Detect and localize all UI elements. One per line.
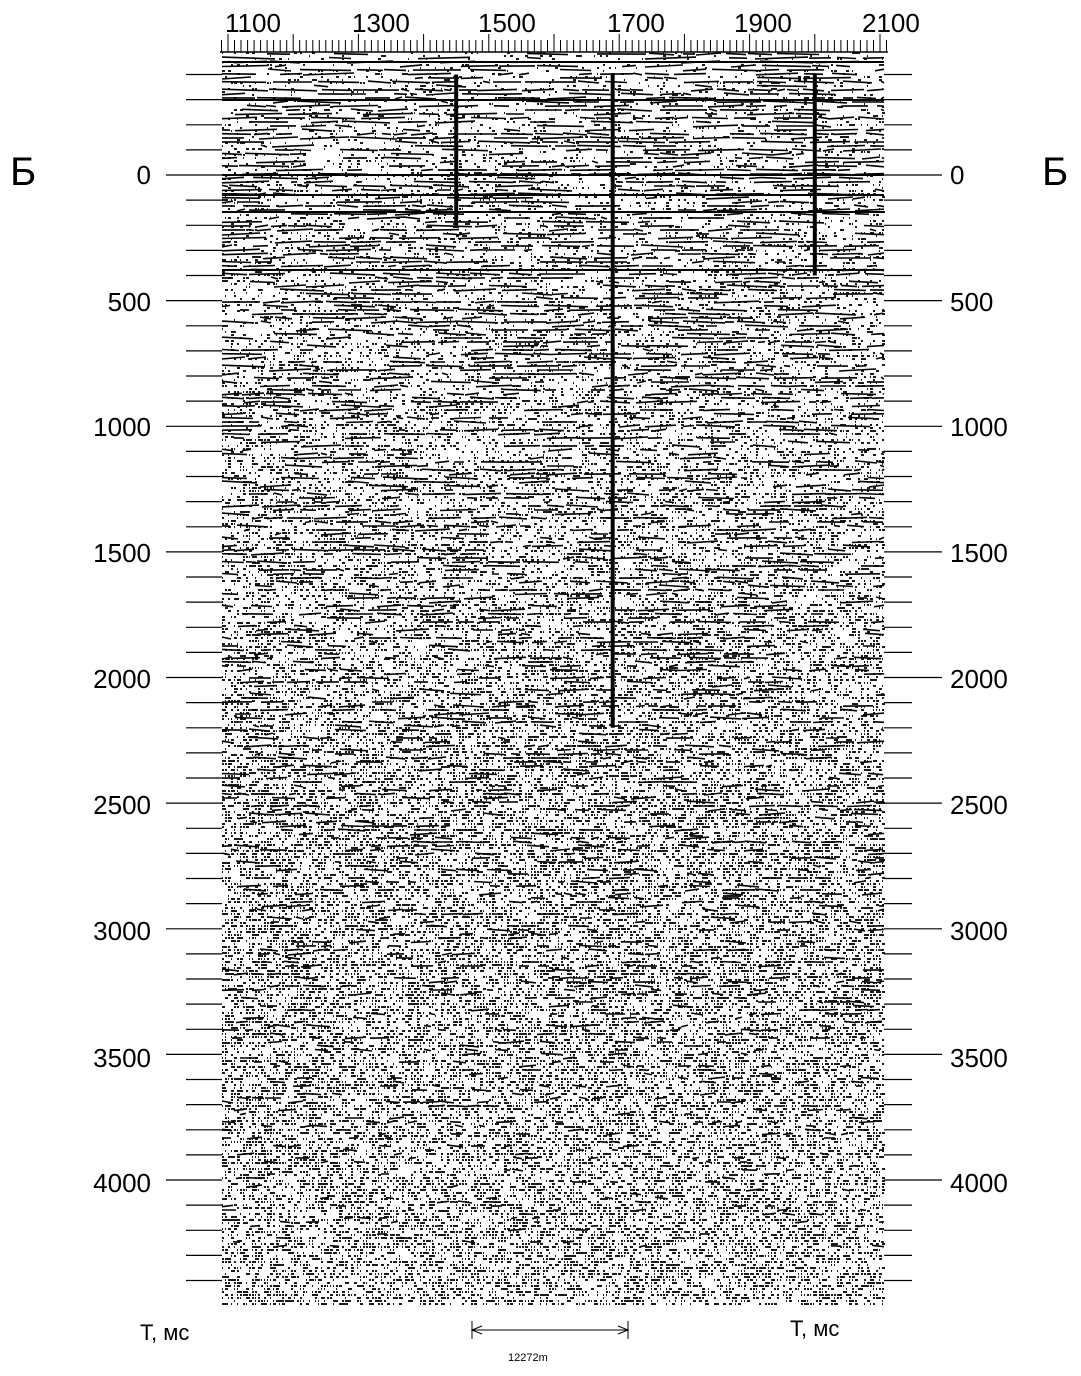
side-axis-ticks: [166, 73, 942, 1282]
speckle-noise: [222, 52, 885, 1305]
left-tick-label: 1000: [93, 412, 151, 442]
seismic-reflectors: [221, 52, 885, 1248]
left-tick-label: 3500: [93, 1043, 151, 1073]
left-tick-label: 4000: [93, 1168, 151, 1198]
left-tick-label: 3000: [93, 916, 151, 946]
top-tick-label: 1300: [352, 8, 410, 38]
right-tick-label: 1500: [950, 538, 1008, 568]
right-tick-label: 2000: [950, 664, 1008, 694]
right-tick-label: 2500: [950, 790, 1008, 820]
well-lines: [454, 74, 817, 728]
top-tick-label: 1900: [734, 8, 792, 38]
right-tick-label: 1000: [950, 412, 1008, 442]
axis-ticks: [166, 34, 942, 1282]
left-tick-label: 2000: [93, 664, 151, 694]
top-tick-label: 2100: [862, 8, 920, 38]
right-tick-label: 500: [950, 287, 994, 317]
right-axis-title: T, мс: [790, 1316, 840, 1341]
left-axis-title: T, мс: [140, 1320, 190, 1345]
left-tick-label: 0: [136, 160, 151, 190]
scale-bar-label: 12272m: [508, 1352, 548, 1364]
scale-arrow-left: [470, 1325, 483, 1335]
right-tick-label: 0: [950, 160, 965, 190]
right-tick-label: 3000: [950, 916, 1008, 946]
left-tick-label: 1500: [93, 538, 151, 568]
left-tick-label: 2500: [93, 790, 151, 820]
reflector-lines: [221, 52, 885, 1248]
top-tick-label: 1700: [607, 8, 665, 38]
scale-arrow-right: [617, 1325, 630, 1335]
scale-bar: [470, 1321, 630, 1339]
right-tick-label: 4000: [950, 1168, 1008, 1198]
top-tick-label: 1500: [478, 8, 536, 38]
left-tick-label: 500: [107, 287, 151, 317]
seismic-noise-texture: [222, 52, 885, 1305]
top-ruler-ticks: [221, 34, 887, 52]
section-label-right: Б: [1042, 150, 1069, 194]
right-tick-label: 3500: [950, 1043, 1008, 1073]
section-label-left: Б: [10, 150, 37, 194]
top-tick-label: 1100: [225, 8, 281, 38]
